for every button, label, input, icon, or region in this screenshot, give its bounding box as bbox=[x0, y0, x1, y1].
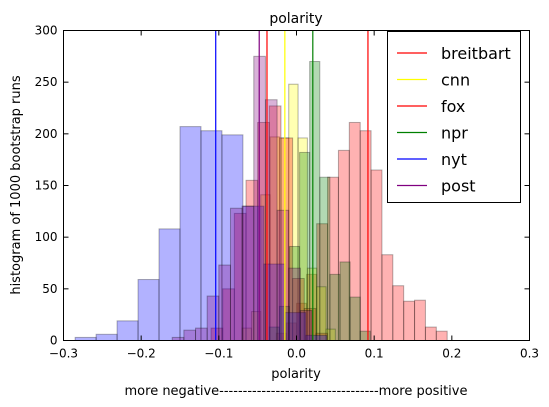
bar-post-5 bbox=[229, 207, 243, 341]
x-tick-label: 0.0 bbox=[287, 347, 306, 361]
bar-nyt-3 bbox=[137, 279, 160, 341]
bar-breitbart-10 bbox=[381, 254, 394, 342]
bar-breitbart-11 bbox=[392, 285, 405, 342]
chart-title: polarity bbox=[269, 11, 322, 27]
bar-breitbart-9 bbox=[370, 169, 383, 341]
x-tick-label: −0.1 bbox=[204, 347, 233, 361]
bar-nyt-5 bbox=[179, 126, 202, 341]
bar-post-10 bbox=[288, 267, 301, 341]
y-tick-label: 0 bbox=[50, 334, 58, 348]
bar-npr-9 bbox=[359, 330, 371, 342]
legend-box bbox=[387, 31, 521, 203]
bar-post-4 bbox=[218, 264, 231, 342]
bar-post-1 bbox=[183, 329, 197, 341]
legend-label-cnn: cnn bbox=[441, 71, 470, 90]
x-axis-direction-note: more negative---------------------------… bbox=[125, 384, 468, 399]
x-tick-label: 0.1 bbox=[365, 347, 384, 361]
bar-breitbart-13 bbox=[414, 299, 426, 342]
x-axis-label: polarity bbox=[271, 367, 321, 382]
bar-nyt-2 bbox=[116, 320, 139, 342]
bar-breitbart-12 bbox=[403, 300, 416, 342]
chart-legend: breitbart cnn fox npr nyt post bbox=[387, 31, 521, 203]
bar-post-3 bbox=[206, 295, 220, 342]
y-tick-label: 50 bbox=[42, 282, 57, 296]
legend-label-breitbart: breitbart bbox=[441, 44, 511, 63]
x-tick-label: 0.2 bbox=[442, 347, 461, 361]
bar-post-2 bbox=[195, 327, 208, 342]
bar-nyt-1 bbox=[95, 333, 118, 341]
x-axis-ticks: −0.3 −0.2 −0.1 0.0 0.1 0.2 0.3 bbox=[49, 30, 539, 361]
legend-label-nyt: nyt bbox=[441, 150, 467, 169]
bar-breitbart-8 bbox=[359, 130, 372, 341]
bar-breitbart-15 bbox=[435, 330, 448, 342]
bar-npr-7 bbox=[339, 261, 351, 342]
y-axis-label: histogram of 1000 bootstrap runs bbox=[9, 75, 24, 295]
legend-label-post: post bbox=[441, 177, 476, 196]
bar-breitbart-14 bbox=[424, 326, 437, 342]
bar-nyt-4 bbox=[158, 228, 181, 341]
legend-items: breitbart cnn fox npr nyt post bbox=[397, 44, 511, 196]
bar-post-9 bbox=[276, 209, 290, 341]
y-tick-label: 150 bbox=[35, 179, 58, 193]
bar-npr-5 bbox=[319, 176, 331, 341]
legend-label-npr: npr bbox=[441, 124, 468, 143]
y-tick-label: 300 bbox=[35, 24, 58, 38]
x-tick-label: −0.2 bbox=[127, 347, 156, 361]
bar-post-6 bbox=[241, 205, 255, 341]
y-tick-label: 100 bbox=[35, 230, 58, 244]
mean-lines bbox=[215, 30, 369, 341]
x-tick-label: 0.3 bbox=[520, 347, 539, 361]
y-axis-ticks: 0 50 100 150 200 250 300 bbox=[35, 24, 530, 348]
y-tick-label: 250 bbox=[35, 75, 58, 89]
bar-npr-6 bbox=[329, 273, 341, 341]
x-tick-label: −0.3 bbox=[49, 347, 78, 361]
bar-npr-4 bbox=[309, 61, 321, 341]
bar-post-11 bbox=[299, 310, 313, 341]
bar-npr-8 bbox=[349, 296, 361, 342]
y-tick-label: 200 bbox=[35, 127, 58, 141]
legend-label-fox: fox bbox=[441, 97, 465, 116]
